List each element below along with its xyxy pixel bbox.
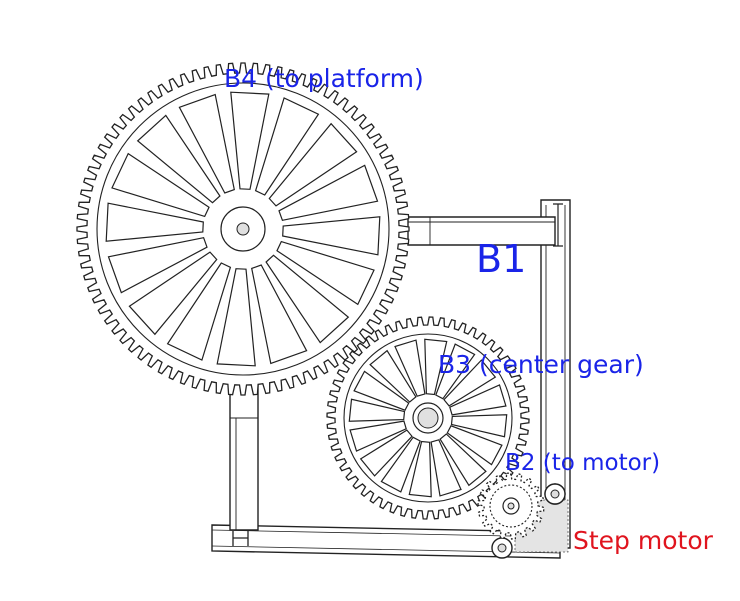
gear-b3-center-spoke-slot [435, 343, 476, 400]
gear-b4-platform-spoke-slot [178, 93, 235, 194]
gear-b3-center-rim [343, 333, 513, 503]
pulley-right-front [544, 483, 566, 505]
gear-b4-platform-spoke-slot [251, 264, 308, 365]
gear-b4-platform-spoke-slot [216, 268, 256, 367]
gear-b3-center-spoke-slot [349, 420, 407, 452]
gear-b4-platform-axle [236, 222, 250, 236]
gear-b4-platform [76, 62, 410, 396]
gear-b4-platform-spoke-slot [278, 164, 379, 221]
gear-b2-motor-axle [507, 502, 515, 510]
gear-b4-platform-spoke-slot [166, 262, 232, 361]
support-frame [211, 199, 571, 559]
gear-b3-center-spoke-slot [380, 436, 421, 493]
label-b1-arm: B1 [476, 237, 527, 281]
gear-b4-platform-spoke-slot [268, 122, 358, 207]
gear-b4-platform-spoke-slot [230, 91, 270, 190]
gear-b4-platform-spoke-slot [128, 251, 218, 336]
gear-b2-motor [477, 472, 545, 540]
gear-b4-platform-spoke-slot [107, 237, 208, 294]
gear-b3-center-spoke-slot [446, 425, 503, 466]
gear-b4-platform-spoke-slot [276, 240, 375, 306]
gear-b4-platform-spoke-slot [111, 152, 210, 218]
label-b3-center-gear: B3 (center gear) [438, 350, 644, 379]
gear-b3-center [326, 316, 530, 520]
gear-b4-platform-spoke-slot [105, 202, 204, 242]
gear-b4-platform-spoke-slot [265, 254, 350, 344]
gear-b4-platform-spoke-slot [254, 97, 320, 196]
label-b4-platform-gear: B4 (to platform) [224, 64, 424, 93]
bottom-horizontal-beam [211, 524, 561, 559]
gear-b3-center-spoke-slot [450, 414, 508, 438]
gear-b3-center-spoke-slot [369, 349, 417, 403]
gear-b2-motor-rim [489, 484, 533, 528]
label-b2-motor-gear: B2 (to motor) [505, 450, 661, 476]
gear-b4-platform-spoke-slot [136, 114, 221, 204]
gear-b3-center-spoke-slot [439, 433, 487, 487]
gear-b3-center-spoke-slot [430, 439, 462, 497]
left-vertical-post [229, 381, 259, 531]
gear-b3-center-spoke-slot [359, 429, 413, 477]
gear-b3-center-spoke-slot [424, 338, 448, 396]
b1-horizontal-arm [407, 216, 556, 246]
gear-b3-center-spoke-slot [443, 359, 497, 407]
gear-b4-platform-rim [96, 82, 390, 376]
label-step-motor: Step motor [573, 526, 713, 555]
gear-b3-center-spoke-slot [348, 398, 406, 422]
gear-b3-center-spoke-slot [408, 440, 432, 498]
gear-train [76, 62, 566, 540]
gear-b3-center-spoke-slot [353, 370, 410, 411]
right-vertical-beam [540, 199, 571, 549]
gear-b3-center-spoke-slot [394, 339, 426, 397]
gear-b4-platform-spoke-slot [282, 216, 381, 256]
gear-b3-center-axle [417, 407, 439, 429]
gear-b3-center-spoke-slot [449, 384, 507, 416]
